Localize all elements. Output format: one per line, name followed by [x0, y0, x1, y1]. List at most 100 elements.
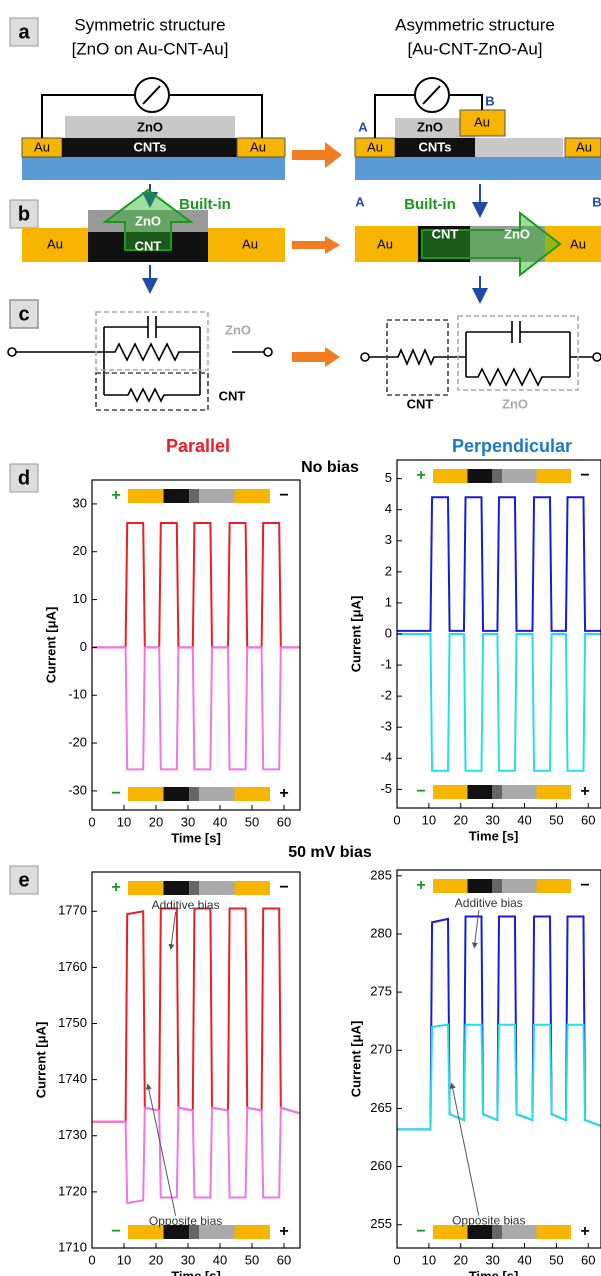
y-tick-label: -2 [380, 688, 392, 703]
x-tick-label: 60 [277, 814, 291, 829]
annotation: Additive bias [152, 898, 220, 912]
substrate [355, 157, 601, 180]
inset-device [536, 1225, 571, 1239]
plot-frame [396, 869, 601, 1249]
plot-frame [91, 871, 301, 1249]
au-top [459, 109, 506, 137]
y-axis-title: Current [μA] [348, 596, 363, 673]
x-tick-label: 60 [277, 1252, 291, 1267]
panel-a: a Symmetric structure [ZnO on Au-CNT-Au]… [9, 15, 601, 218]
x-tick-label: 20 [149, 1252, 163, 1267]
inset-device [234, 881, 270, 895]
y-tick-label: 4 [385, 501, 392, 516]
terminal [263, 347, 273, 357]
cnt-box [386, 319, 449, 396]
circuit [369, 321, 593, 387]
letter-box [9, 299, 39, 329]
inset-device [433, 1225, 468, 1239]
inset-device [189, 489, 199, 503]
inset-sign: + [580, 1223, 589, 1240]
y-tick-label: -10 [68, 687, 87, 702]
plot-lines [92, 522, 300, 771]
inset-device [492, 1225, 502, 1239]
label: CNTs [134, 139, 167, 154]
y-tick-label: 1720 [58, 1183, 87, 1198]
terminal [360, 352, 370, 362]
inset-device [502, 1225, 537, 1239]
circuit [16, 316, 264, 403]
y-tick-label: 265 [370, 1100, 392, 1115]
x-tick-label: 50 [245, 814, 259, 829]
y-tick-label: -1 [380, 657, 392, 672]
inset-device [467, 785, 493, 799]
inset-sign: + [111, 879, 120, 896]
panel-letter: c [18, 303, 29, 325]
x-tick-label: 0 [88, 814, 95, 829]
panel-b: b Built-in Au ZnO CNT Au Built-in A Au C… [9, 188, 601, 304]
inset-device [163, 489, 190, 503]
inset-device [128, 881, 164, 895]
label: CNT [407, 396, 434, 411]
inset-device [492, 879, 502, 893]
inset-device [536, 785, 571, 799]
zno-box [457, 315, 579, 391]
inset-device [492, 785, 502, 799]
x-tick-label: 0 [393, 812, 400, 827]
label: ZnO [225, 322, 251, 337]
inset-sign: − [111, 785, 120, 802]
inset-sign: + [416, 467, 425, 484]
x-tick-label: 20 [454, 812, 468, 827]
y-tick-label: 10 [73, 591, 87, 606]
y-tick-label: 255 [370, 1216, 392, 1231]
y-tick-label: 3 [385, 532, 392, 547]
label: Built-in [179, 196, 231, 213]
inset-device [467, 1225, 493, 1239]
data-line [397, 915, 601, 1131]
y-tick-label: 270 [370, 1042, 392, 1057]
annotation-arrow [471, 909, 480, 949]
inset-sign: + [416, 877, 425, 894]
cnt [418, 226, 470, 262]
inset-device [163, 1225, 190, 1239]
y-tick-label: 275 [370, 984, 392, 999]
needle [142, 85, 161, 105]
data-line [92, 646, 300, 771]
annotation: Additive bias [455, 896, 523, 910]
inset-device [433, 469, 468, 483]
x-tick-label: 50 [549, 1252, 563, 1267]
terminal [592, 352, 601, 362]
inset-device [502, 879, 537, 893]
x-axis-title: Time [s] [469, 828, 519, 843]
inset-device [163, 881, 190, 895]
inset-device [199, 1225, 235, 1239]
panel-letter: a [18, 21, 30, 43]
label: ZnO [137, 119, 163, 134]
x-tick-label: 10 [422, 1252, 436, 1267]
inset-device [234, 1225, 270, 1239]
inset-device [199, 881, 235, 895]
zno [88, 210, 208, 232]
title: Asymmetric structure [395, 15, 555, 34]
arrow [292, 236, 340, 254]
inset-sign: + [580, 783, 589, 800]
data-line [397, 633, 601, 772]
inset-device [502, 469, 537, 483]
inset-device [502, 785, 537, 799]
inset-device [128, 489, 164, 503]
inset-device [163, 787, 190, 801]
zno [65, 116, 235, 138]
panel-letter: d [18, 467, 30, 489]
zno-layer [475, 138, 563, 157]
y-tick-label: 1 [385, 594, 392, 609]
label: Au [570, 236, 586, 251]
plot-lines [397, 496, 601, 772]
inset-device [536, 469, 571, 483]
plot-lines [92, 907, 300, 1205]
y-axis-title: Current [μA] [33, 1022, 48, 1099]
x-tick-label: 50 [245, 1252, 259, 1267]
inset-sign: − [279, 487, 288, 504]
y-tick-label: 1740 [58, 1071, 87, 1086]
inset-device [234, 787, 270, 801]
data-line [92, 522, 300, 649]
label: ZnO [135, 213, 161, 228]
